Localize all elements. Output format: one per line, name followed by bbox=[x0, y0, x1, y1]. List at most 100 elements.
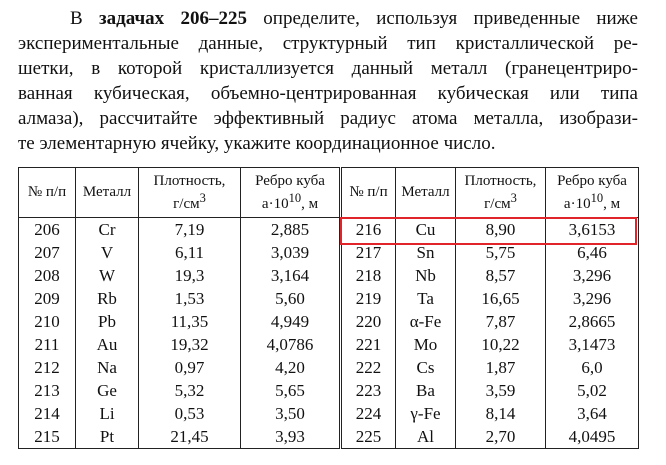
table-cell: 6,0 bbox=[545, 356, 639, 379]
table-cell: 3,93 bbox=[240, 425, 341, 449]
header-sup: 10 bbox=[288, 190, 302, 205]
text-line: шетки, в которой кристаллизуется данный … bbox=[18, 58, 638, 79]
header-cell: Плотность, г/см3 bbox=[455, 167, 546, 218]
table-row: 212 Na 0,97 4,20 222 Cs 1,87 6,0 bbox=[18, 356, 639, 379]
table-cell: Pt bbox=[75, 425, 139, 449]
table-row: 214 Li 0,53 3,50 224 γ-Fe 8,14 3,64 bbox=[18, 402, 639, 425]
table-cell: W bbox=[75, 264, 139, 287]
header-text: , м bbox=[301, 195, 319, 212]
table-cell: 10,22 bbox=[455, 333, 546, 356]
header-text: г/см bbox=[173, 195, 200, 212]
table-cell: 3,59 bbox=[455, 379, 546, 402]
header-cell: № п/п bbox=[18, 167, 76, 218]
table-cell: 6,11 bbox=[138, 241, 241, 264]
table-cell: 2,885 bbox=[240, 217, 341, 241]
table-row: 208 W 19,3 3,164 218 Nb 8,57 3,296 bbox=[18, 264, 639, 287]
table-cell: 209 bbox=[18, 287, 76, 310]
table-cell: 3,296 bbox=[545, 287, 639, 310]
table-row: 213 Ge 5,32 5,65 223 Ba 3,59 5,02 bbox=[18, 379, 639, 402]
table-row: 210 Pb 11,35 4,949 220 α-Fe 7,87 2,8665 bbox=[18, 310, 639, 333]
table-cell: 3,6153 bbox=[545, 217, 639, 241]
table-cell: 8,57 bbox=[455, 264, 546, 287]
table-cell: 4,949 bbox=[240, 310, 341, 333]
table-cell: 3,50 bbox=[240, 402, 341, 425]
header-text: № п/п bbox=[349, 184, 388, 200]
header-cell: Металл bbox=[75, 167, 139, 218]
table-row: 207 V 6,11 3,039 217 Sn 5,75 6,46 bbox=[18, 241, 639, 264]
table-cell: Mo bbox=[395, 333, 456, 356]
table-cell: 219 bbox=[339, 287, 396, 310]
table-cell: 4,0495 bbox=[545, 425, 639, 449]
table-cell: Au bbox=[75, 333, 139, 356]
table-cell: 206 bbox=[18, 217, 76, 241]
header-text: Плотность, bbox=[153, 172, 226, 189]
header-text: a·10 bbox=[261, 195, 289, 212]
table-cell: Ba bbox=[395, 379, 456, 402]
table-cell: 218 bbox=[339, 264, 396, 287]
table-cell: 3,1473 bbox=[545, 333, 639, 356]
table-cell: 3,296 bbox=[545, 264, 639, 287]
table-cell: 0,97 bbox=[138, 356, 241, 379]
table-cell: Cs bbox=[395, 356, 456, 379]
table-cell: 210 bbox=[18, 310, 76, 333]
table-cell: Rb bbox=[75, 287, 139, 310]
table-cell: 214 bbox=[18, 402, 76, 425]
header-text: Плотность, bbox=[464, 172, 537, 189]
table-cell: 222 bbox=[339, 356, 396, 379]
table-cell: V bbox=[75, 241, 139, 264]
text-line: В задачах 206–225 определите, используя … bbox=[18, 6, 638, 31]
table-cell: 211 bbox=[18, 333, 76, 356]
table-cell: 19,3 bbox=[138, 264, 241, 287]
table-cell: 5,65 bbox=[240, 379, 341, 402]
table-cell: Cr bbox=[75, 217, 139, 241]
table-cell: Pb bbox=[75, 310, 139, 333]
header-sup: 3 bbox=[199, 190, 206, 205]
header-cell: Ребро куба a·1010, м bbox=[240, 167, 341, 218]
table-cell: Al bbox=[395, 425, 456, 449]
table-row: 206 Cr 7,19 2,885 216 Cu 8,90 3,6153 bbox=[18, 217, 639, 241]
table-cell: 5,60 bbox=[240, 287, 341, 310]
text-line: алмаза), рассчитайте эффективный радиус … bbox=[18, 108, 638, 129]
table-cell: γ-Fe bbox=[395, 402, 456, 425]
header-sup: 3 bbox=[510, 190, 517, 205]
table-cell: 3,164 bbox=[240, 264, 341, 287]
table-cell: 8,90 bbox=[455, 217, 546, 241]
table-cell: 3,64 bbox=[545, 402, 639, 425]
table-cell: 3,039 bbox=[240, 241, 341, 264]
table-row: 215 Pt 21,45 3,93 225 Al 2,70 4,0495 bbox=[18, 425, 639, 449]
table-cell: 221 bbox=[339, 333, 396, 356]
table-cell: 5,02 bbox=[545, 379, 639, 402]
table-cell: 208 bbox=[18, 264, 76, 287]
text: определите, используя приведенные ниже bbox=[247, 8, 638, 29]
intro-paragraph: В задачах 206–225 определите, используя … bbox=[18, 6, 638, 156]
header-cell: Ребро куба a·1010, м bbox=[545, 167, 639, 218]
table-cell: 5,32 bbox=[138, 379, 241, 402]
header-text: Металл bbox=[82, 184, 132, 200]
text-line: те элементарную ячейку, укажите координа… bbox=[18, 133, 496, 154]
header-text: Ребро куба bbox=[255, 172, 325, 189]
header-text: Ребро куба bbox=[557, 172, 627, 189]
table-cell: 1,53 bbox=[138, 287, 241, 310]
header-text: a·10 bbox=[563, 195, 591, 212]
table-cell: 11,35 bbox=[138, 310, 241, 333]
table-cell: Li bbox=[75, 402, 139, 425]
table-cell: Nb bbox=[395, 264, 456, 287]
table-row: 209 Rb 1,53 5,60 219 Ta 16,65 3,296 bbox=[18, 287, 639, 310]
table-cell: 2,70 bbox=[455, 425, 546, 449]
table-cell: 224 bbox=[339, 402, 396, 425]
header-cell: № п/п bbox=[339, 167, 396, 218]
table-cell: 217 bbox=[339, 241, 396, 264]
header-text: г/см bbox=[484, 195, 511, 212]
table-cell: 19,32 bbox=[138, 333, 241, 356]
table-cell: 225 bbox=[339, 425, 396, 449]
header-text: , м bbox=[603, 195, 621, 212]
bold-text: задачах 206–225 bbox=[98, 8, 247, 29]
table-cell: 7,87 bbox=[455, 310, 546, 333]
text: В bbox=[70, 8, 99, 29]
table-cell: 16,65 bbox=[455, 287, 546, 310]
table-cell: Na bbox=[75, 356, 139, 379]
table-cell: 223 bbox=[339, 379, 396, 402]
table-cell: α-Fe bbox=[395, 310, 456, 333]
table-cell: 6,46 bbox=[545, 241, 639, 264]
